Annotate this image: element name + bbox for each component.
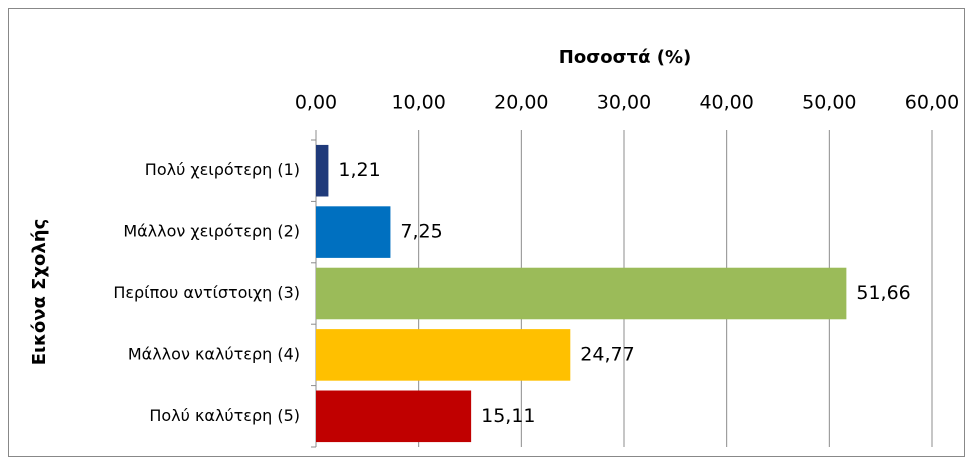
data-label: 15,11 [481,405,535,427]
y-tick-label: Πολύ καλύτερη (5) [149,406,300,425]
y-tick-label: Πολύ χειρότερη (1) [145,160,300,179]
x-tick-label: 10,00 [391,92,445,114]
x-tick-label: 20,00 [494,92,548,114]
x-tick-label: 60,00 [905,92,959,114]
y-tick-label: Μάλλον καλύτερη (4) [128,344,300,363]
data-label: 51,66 [856,282,910,304]
data-label: 1,21 [338,159,380,181]
data-label: 24,77 [580,343,634,365]
x-tick-label: 40,00 [699,92,753,114]
bar [316,267,847,320]
bar [316,329,571,381]
chart-border [8,8,965,457]
x-tick-label: 50,00 [802,92,856,114]
data-label: 7,25 [400,221,442,243]
x-axis-title: Ποσοστά (%) [559,47,691,68]
x-tick-label: 0,00 [295,92,337,114]
y-tick-label: Μάλλον χειρότερη (2) [123,222,300,241]
bar [316,390,472,443]
bar [316,144,329,197]
y-tick-label: Περίπου αντίστοιχη (3) [113,283,300,302]
bar [316,206,391,258]
y-axis-title: Εικόνα Σχολής [29,219,50,366]
x-tick-label: 30,00 [597,92,651,114]
